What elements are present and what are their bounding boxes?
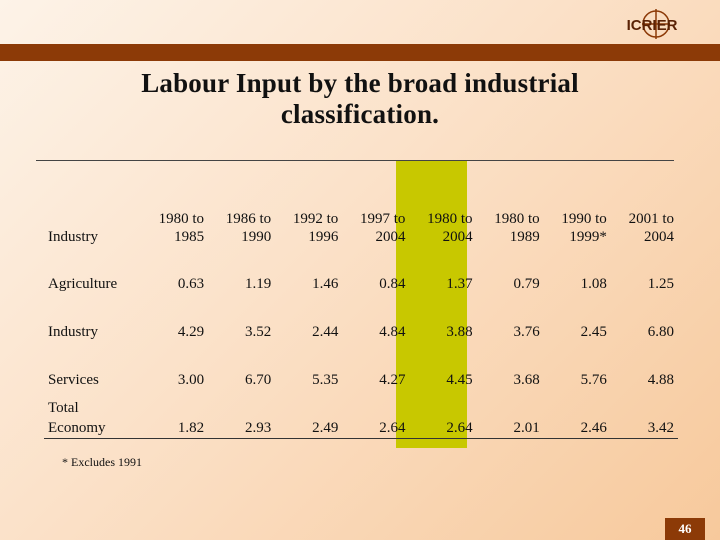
table-cell: 2.01 bbox=[476, 390, 544, 439]
table-row-services: Services 3.00 6.70 5.35 4.27 4.45 3.68 5… bbox=[44, 342, 678, 390]
col-header-1980-1985: 1980 to 1985 bbox=[158, 211, 205, 245]
table-cell: 2.44 bbox=[312, 324, 339, 340]
table-cell: 1.19 bbox=[244, 276, 272, 292]
col-header-1986-1990: 1986 to 1990 bbox=[225, 211, 272, 245]
table-cell: 2.46 bbox=[543, 390, 611, 439]
row-label: Agriculture bbox=[48, 276, 118, 292]
col-header-1980-1989: 1980 to 1989 bbox=[494, 211, 540, 245]
col-header-1992-1996: 1992 to 1996 bbox=[292, 211, 339, 245]
table-row-industry: Industry 4.29 3.52 2.44 4.84 3.88 3.76 2… bbox=[44, 294, 678, 342]
table-cell: 3.52 bbox=[244, 324, 272, 340]
table-cell: 1.25 bbox=[647, 276, 674, 292]
table-cell: 3.88 bbox=[446, 324, 473, 340]
table-cell: 2.93 bbox=[208, 390, 276, 439]
table-cell: 0.79 bbox=[513, 276, 540, 292]
table-cell: 3.76 bbox=[513, 324, 540, 340]
table-cell: 5.76 bbox=[580, 372, 607, 388]
table-cell: 2.64 bbox=[409, 390, 477, 439]
col-header-2001-2004: 2001 to 2004 bbox=[628, 211, 674, 245]
labour-input-table: Industry 1980 to 1985 1986 to 1990 1992 … bbox=[44, 206, 678, 439]
table-cell: 1.46 bbox=[312, 276, 339, 292]
table-cell: 5.35 bbox=[312, 372, 339, 388]
table-row-agriculture: Agriculture 0.63 1.19 1.46 0.84 1.37 0.7… bbox=[44, 246, 678, 294]
table-cell: 4.84 bbox=[379, 324, 406, 340]
table-cell: 3.00 bbox=[177, 372, 205, 388]
col-header-1997-2004: 1997 to 2004 bbox=[360, 211, 406, 245]
table-cell: 1.82 bbox=[140, 390, 209, 439]
table-cell: 4.45 bbox=[446, 372, 473, 388]
table-cell: 6.70 bbox=[244, 372, 272, 388]
row-label: Services bbox=[48, 372, 99, 388]
page-number: 46 bbox=[665, 518, 705, 540]
icrier-logo: ICRIER bbox=[627, 9, 678, 39]
footnote: * Excludes 1991 bbox=[62, 455, 142, 469]
table-cell: 3.42 bbox=[610, 390, 678, 439]
col-header-1980-2004: 1980 to 2004 bbox=[427, 211, 473, 245]
row-label: Total Economy bbox=[44, 390, 141, 439]
table-cell: 0.84 bbox=[379, 276, 406, 292]
table-cell: 0.63 bbox=[177, 276, 205, 292]
table-cell: 6.80 bbox=[647, 324, 674, 340]
table-cell: 2.45 bbox=[580, 324, 607, 340]
logo-text: ICRIER bbox=[627, 17, 678, 34]
table-cell: 4.29 bbox=[177, 324, 205, 340]
table-cell: 4.27 bbox=[379, 372, 406, 388]
row-label: Industry bbox=[48, 324, 98, 340]
table-cell: 2.49 bbox=[275, 390, 343, 439]
col-header-industry: Industry bbox=[48, 229, 98, 245]
table-row-total-economy: Total Economy 1.82 2.93 2.49 2.64 2.64 2… bbox=[44, 390, 678, 439]
table-header-row: Industry 1980 to 1985 1986 to 1990 1992 … bbox=[44, 206, 678, 246]
table-cell: 2.64 bbox=[342, 390, 410, 439]
table-cell: 1.08 bbox=[580, 276, 607, 292]
slide-title: Labour Input by the broad industrial cla… bbox=[141, 68, 579, 129]
table-cell: 3.68 bbox=[513, 372, 540, 388]
logo-emblem bbox=[642, 9, 670, 39]
header-bar bbox=[0, 44, 720, 61]
col-header-1990-1999: 1990 to 1999* bbox=[561, 211, 607, 245]
title-divider bbox=[36, 160, 674, 161]
table-cell: 4.88 bbox=[647, 372, 674, 388]
table-cell: 1.37 bbox=[446, 276, 473, 292]
